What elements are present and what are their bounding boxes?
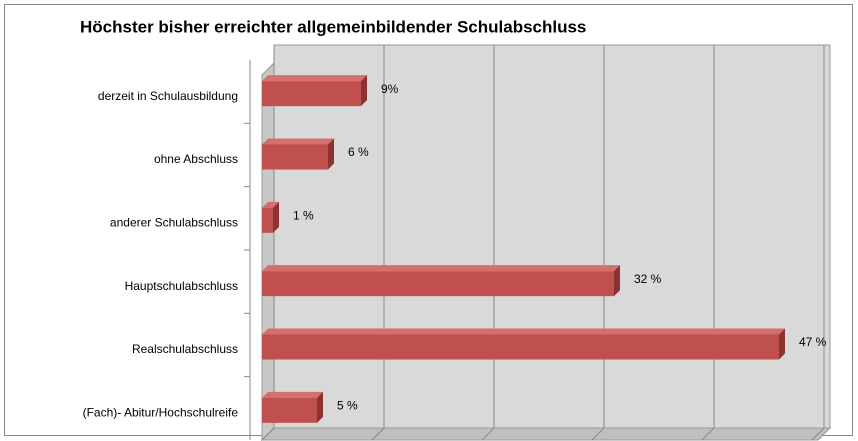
data-label: 6 % [348,145,369,159]
bar-side [779,328,785,360]
grid-line-floor [481,427,495,441]
chart-title: Höchster bisher erreichter allgemeinbild… [80,17,586,36]
bar-side [614,265,620,297]
floor [260,427,832,441]
bar-top [262,75,367,82]
bar-top [262,138,334,145]
grid-line-floor [811,427,825,441]
data-label: 5 % [337,399,358,413]
bar-side [361,75,367,107]
bar [262,334,779,360]
bar-top [262,328,785,335]
grid-line-floor [371,427,385,441]
grid-line-floor [701,427,715,441]
y-tick-label: Hauptschulabschluss [125,279,238,293]
grid-line-floor [591,427,605,441]
data-label: 9% [381,82,399,96]
y-tick-label: anderer Schulabschluss [110,216,238,230]
grid-line-floor [261,427,275,441]
bar [262,397,317,423]
y-tick-label: Realschulabschluss [132,342,238,356]
y-tick-label: derzeit in Schulausbildung [98,89,238,103]
y-tick-label: (Fach)- Abitur/Hochschulreife [83,406,239,420]
bar-side [273,201,279,233]
y-tick-label: ohne Abschluss [154,152,238,166]
data-label: 32 % [634,272,662,286]
bar-side [328,138,334,170]
bar [262,271,614,297]
back-wall [273,44,831,429]
bar [262,207,273,233]
bar [262,144,328,170]
data-label: 47 % [799,335,827,349]
bar-top [262,201,279,208]
bar-top [262,391,323,398]
data-label: 1 % [293,209,314,223]
bar-side [317,391,323,423]
bar [262,81,361,107]
bar-top [262,265,620,272]
left-wall [261,61,275,441]
